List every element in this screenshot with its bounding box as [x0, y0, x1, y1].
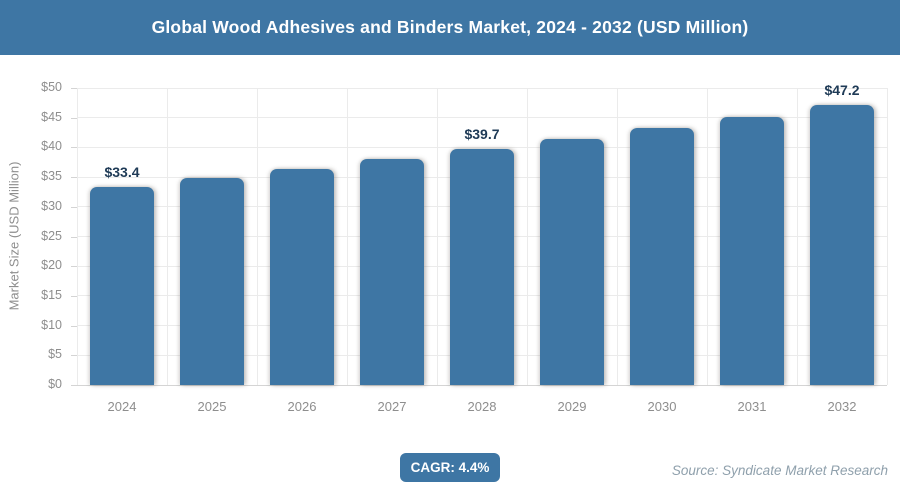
bar-value-label-2028: $39.7	[464, 126, 500, 143]
cagr-badge: CAGR: 4.4%	[400, 453, 500, 482]
v-gridline	[796, 88, 798, 385]
v-gridline	[166, 88, 168, 385]
v-gridline	[256, 88, 258, 385]
x-axis-labels: 2024 2025 2026 2027 2028 2029 2030 2031 2032	[77, 399, 887, 419]
x-tick-label-2028: 2028	[467, 399, 497, 414]
x-tick-label-2026: 2026	[287, 399, 317, 414]
h-gridline	[77, 146, 887, 148]
bar-2028	[450, 149, 514, 385]
bar-2026	[270, 168, 334, 385]
y-tick-label: $0	[48, 377, 62, 391]
v-gridline	[77, 88, 78, 385]
v-gridline	[436, 88, 438, 385]
x-tick-label-2029: 2029	[557, 399, 587, 414]
y-tick-label: $10	[41, 317, 62, 332]
y-tick-mark	[71, 117, 77, 119]
h-gridline	[77, 117, 887, 119]
y-tick-label: $15	[41, 287, 62, 302]
y-tick-mark	[71, 206, 77, 208]
y-tick-label: $30	[41, 198, 62, 213]
v-gridline	[616, 88, 618, 385]
y-tick-label: $40	[41, 139, 62, 154]
y-tick-mark	[71, 266, 77, 268]
x-tick-label-2025: 2025	[197, 399, 227, 414]
y-tick-mark	[71, 355, 77, 357]
y-tick-mark	[71, 295, 77, 297]
y-tick-label: $25	[41, 228, 62, 243]
y-tick-mark	[71, 88, 77, 89]
bar-2031	[720, 116, 784, 385]
y-tick-mark	[71, 177, 77, 179]
y-tick-label: $50	[41, 80, 62, 94]
plot-area: $33.4 $39.7 $47.2	[77, 82, 888, 386]
y-tick-mark	[71, 325, 77, 327]
y-tick-mark	[71, 147, 77, 149]
y-tick-label: $45	[41, 109, 62, 124]
y-tick-mark	[71, 385, 77, 386]
bar-2025	[180, 177, 244, 385]
y-tick-label: $35	[41, 169, 62, 184]
source-note: Source: Syndicate Market Research	[671, 463, 888, 478]
x-tick-label-2030: 2030	[647, 399, 677, 414]
chart-title: Global Wood Adhesives and Binders Market…	[151, 17, 749, 37]
v-gridline	[346, 88, 348, 385]
y-tick-mark	[71, 236, 77, 238]
bar-2029	[540, 139, 604, 385]
bar-value-label-2032: $47.2	[824, 81, 860, 98]
bar-2027	[360, 159, 424, 385]
v-gridline	[526, 88, 528, 385]
y-tick-label: $5	[48, 347, 62, 362]
x-tick-label-2024: 2024	[107, 399, 137, 414]
x-tick-label-2027: 2027	[377, 399, 407, 414]
h-gridline	[77, 384, 887, 386]
v-gridline	[706, 88, 708, 385]
bar-2032	[810, 104, 874, 385]
x-tick-label-2032: 2032	[827, 399, 857, 414]
bar-2024	[90, 186, 154, 385]
bar-2030	[630, 128, 694, 385]
bar-value-label-2024: $33.4	[104, 163, 140, 180]
v-gridline	[886, 88, 888, 385]
h-gridline	[77, 87, 887, 89]
y-tick-label: $20	[41, 258, 62, 273]
x-tick-label-2031: 2031	[737, 399, 767, 414]
chart-title-bar: Global Wood Adhesives and Binders Market…	[0, 0, 900, 55]
